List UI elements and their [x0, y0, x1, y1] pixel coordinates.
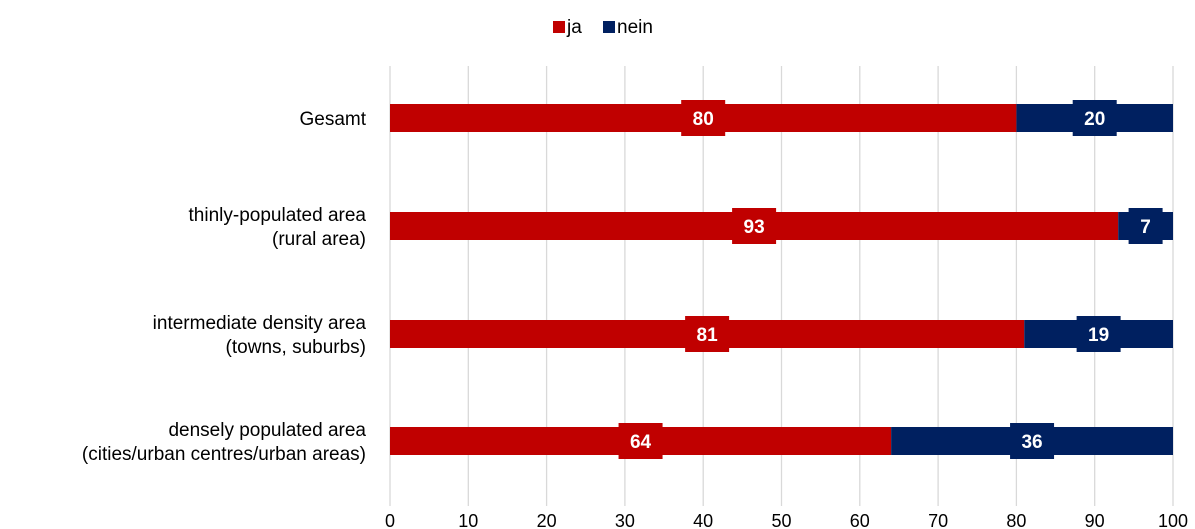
- x-tick-label: 70: [928, 511, 948, 529]
- data-label: 19: [1088, 325, 1109, 346]
- category-label: (rural area): [272, 229, 366, 250]
- category-labels: Gesamt thinly-populated area (rural area) i…: [82, 109, 367, 465]
- data-label-box: [685, 316, 730, 352]
- x-tick-label: 10: [458, 511, 478, 529]
- x-tick-label: 80: [1006, 511, 1026, 529]
- category-label: (towns, suburbs): [226, 337, 366, 358]
- category-label: (cities/urban centres/urban areas): [82, 444, 366, 465]
- x-tick-label: 100: [1158, 511, 1188, 529]
- data-label: 81: [697, 325, 719, 346]
- x-tick-label: 50: [771, 511, 791, 529]
- data-label-box: [1128, 208, 1163, 244]
- legend-swatch-ja: [553, 21, 565, 33]
- category-label: Gesamt: [299, 109, 366, 130]
- legend-label: ja: [566, 17, 582, 38]
- data-label: 93: [744, 217, 765, 238]
- x-tick-label: 0: [385, 511, 395, 529]
- x-tick-label: 30: [615, 511, 635, 529]
- legend-swatch-nein: [603, 21, 615, 33]
- data-label-box: [618, 423, 663, 459]
- data-labels: 80 20 93 7 81 19 64 36: [618, 100, 1163, 459]
- category-label: densely populated area: [168, 420, 366, 441]
- category-label: thinly-populated area: [189, 205, 367, 226]
- x-tick-label: 90: [1085, 511, 1105, 529]
- legend: ja nein: [553, 17, 653, 38]
- data-label: 80: [693, 109, 714, 130]
- x-tick-label: 20: [537, 511, 557, 529]
- x-tick-label: 40: [693, 511, 713, 529]
- data-label: 7: [1140, 217, 1151, 238]
- data-label: 64: [630, 432, 652, 453]
- data-label: 36: [1021, 432, 1042, 453]
- data-label-box: [1072, 100, 1117, 136]
- x-tick-label: 60: [850, 511, 870, 529]
- data-label: 20: [1084, 109, 1105, 130]
- category-label: intermediate density area: [153, 313, 367, 334]
- data-label-box: [1076, 316, 1121, 352]
- x-axis-tick-labels: 0 10 20 30 40 50 60 70 80 90 100: [385, 511, 1188, 529]
- data-label-box: [1010, 423, 1055, 459]
- data-label-box: [681, 100, 726, 136]
- legend-label: nein: [617, 17, 653, 38]
- data-label-box: [732, 208, 777, 244]
